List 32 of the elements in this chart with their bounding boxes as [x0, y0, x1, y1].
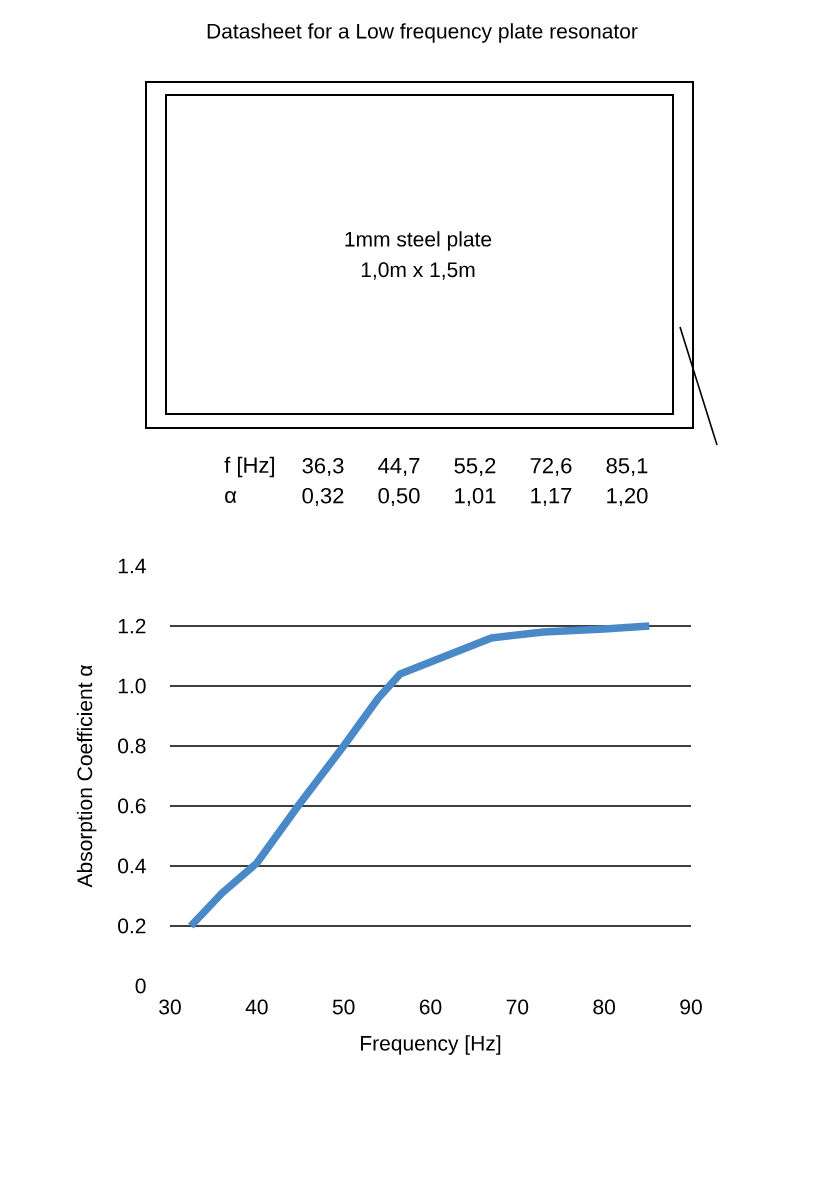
y-tick-label: 0 [135, 978, 146, 994]
y-tick-label: 0.4 [118, 858, 146, 874]
y-tick-label: 0.8 [118, 738, 146, 754]
text: 44,7 [378, 458, 420, 476]
x-tick-label: 50 [332, 999, 355, 1015]
x-tick-label: 80 [593, 999, 616, 1015]
text: 72,6 [530, 457, 572, 477]
text: 0,32 [302, 487, 344, 507]
text: 1,0m x 1,5m [361, 262, 475, 280]
text: 55,2 [454, 457, 496, 477]
text: 1,01 [455, 487, 496, 507]
text: 1mm steel plate [345, 231, 492, 251]
text: 85,1 [606, 457, 648, 477]
y-axis-title: Absorption Coefficient α [76, 665, 97, 888]
text: 36,3 [302, 457, 344, 477]
y-tick-label: 1.4 [118, 558, 146, 574]
x-tick-label: 30 [159, 999, 181, 1015]
x-tick-label: 90 [680, 999, 702, 1015]
text: α [225, 490, 237, 504]
text: f [Hz] [224, 456, 274, 478]
x-tick-label: 60 [419, 999, 442, 1015]
text: 1,20 [607, 487, 648, 507]
x-axis-title: Frequency [Hz] [361, 1035, 501, 1055]
x-tick-label: 40 [245, 999, 268, 1015]
text: 0,50 [378, 487, 420, 507]
text: 1,17 [531, 488, 572, 506]
y-tick-label: 1.0 [118, 678, 146, 694]
y-tick-label: 1.2 [118, 618, 146, 634]
chart-title: Datasheet for a Low frequency plate resonator [207, 23, 638, 43]
y-tick-label: 0.6 [118, 798, 146, 814]
x-tick-label: 70 [506, 999, 529, 1015]
y-tick-label: 0.2 [118, 918, 146, 934]
